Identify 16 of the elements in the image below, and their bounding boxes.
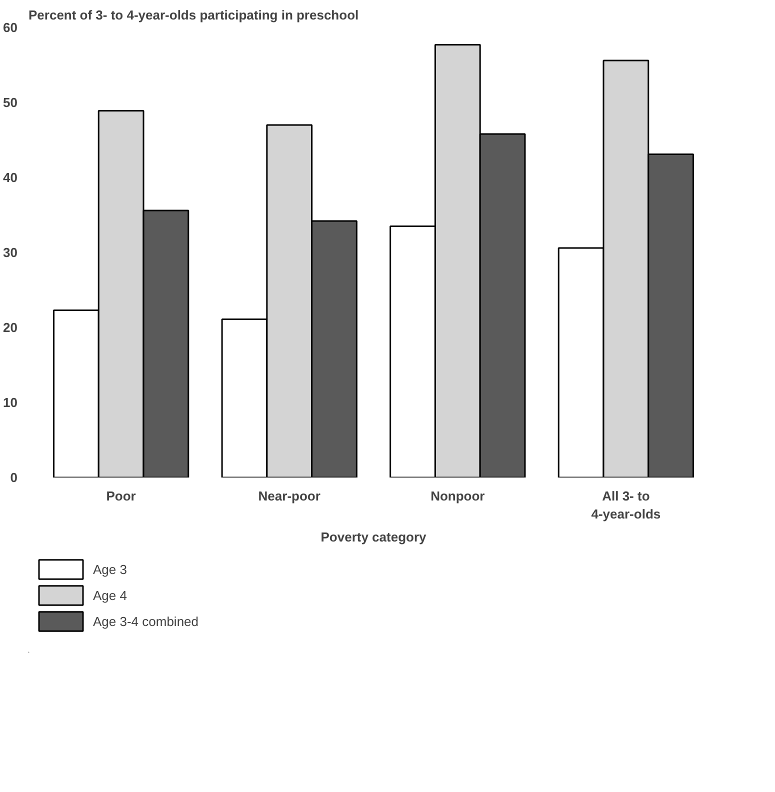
- y-tick-label: 40: [3, 170, 18, 185]
- y-tick-label: 60: [3, 20, 18, 35]
- x-tick-label: Nonpoor: [430, 488, 485, 504]
- chart-title: Percent of 3- to 4-year-olds participating in preschool: [28, 8, 359, 22]
- legend-label: Age 3-4 combined: [93, 614, 199, 628]
- legend-label: Age 4: [93, 588, 127, 602]
- y-tick-label: 10: [3, 395, 18, 410]
- y-tick-label: 50: [3, 95, 18, 110]
- y-tick-label: 30: [3, 245, 18, 260]
- y-tick-label: 0: [10, 470, 18, 485]
- y-tick-label: 20: [3, 320, 18, 335]
- x-tick-label: Poor: [106, 488, 136, 504]
- x-tick-label: All 3- to 4-year-olds: [591, 488, 661, 522]
- x-axis-title: Poverty category: [320, 530, 428, 544]
- x-tick-label: Near-poor: [258, 488, 320, 504]
- legend-label: Age 3: [93, 562, 127, 576]
